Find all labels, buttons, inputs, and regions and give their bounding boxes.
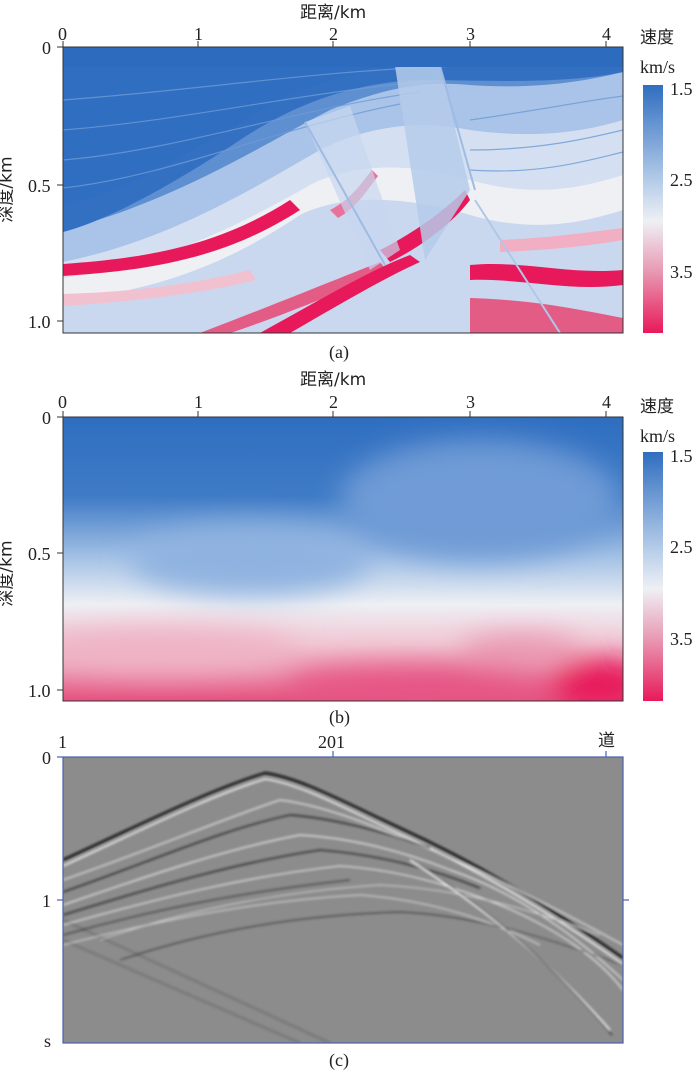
panel-a-caption: (a) bbox=[329, 342, 349, 362]
panel-b-y-tick-1: 0.5 bbox=[28, 544, 51, 564]
panel-c-seismic-gather bbox=[63, 757, 623, 1043]
panel-a-x-tick-3: 3 bbox=[466, 24, 475, 44]
panel-b-x-tick-4: 4 bbox=[602, 392, 611, 412]
panel-b-frame bbox=[62, 416, 624, 702]
panel-a-colorbar-unit: km/s bbox=[640, 57, 676, 77]
panel-a-colorbar-title: 速度 bbox=[640, 28, 674, 48]
panel-b-y-tick-2: 1.0 bbox=[28, 681, 51, 701]
panel-a-colorbar-tick-1: 2.5 bbox=[670, 170, 693, 190]
panel-a-x-tick-0: 0 bbox=[58, 24, 67, 44]
panel-a-x-axis-label: 距离/km bbox=[300, 3, 367, 23]
panel-b-x-axis-label: 距离/km bbox=[300, 370, 367, 390]
panel-b-colorbar-tick-2: 3.5 bbox=[670, 629, 693, 649]
panel-a-colorbar-tick-0: 1.5 bbox=[670, 79, 693, 99]
panel-b-smoothed-model bbox=[63, 417, 623, 701]
panel-a-colorbar-tick-2: 3.5 bbox=[670, 262, 693, 282]
panel-b-colorbar-tick-0: 1.5 bbox=[670, 446, 693, 466]
panel-a-velocity-model bbox=[63, 47, 623, 333]
panel-a-y-tick-1: 0.5 bbox=[28, 176, 51, 196]
panel-c-y-tick-1: 1 bbox=[42, 891, 51, 911]
panel-c-y-tick-0: 0 bbox=[42, 748, 51, 768]
panel-a-y-tick-0: 0 bbox=[42, 38, 51, 58]
panel-b-caption: (b) bbox=[329, 707, 350, 727]
panel-b-colorbar-title: 速度 bbox=[640, 397, 674, 417]
panel-c-x-tick-0: 1 bbox=[58, 732, 67, 752]
panel-b-colorbar bbox=[643, 452, 663, 701]
panel-b-x-tick-3: 3 bbox=[466, 392, 475, 412]
panel-a-x-tick-4: 4 bbox=[602, 24, 611, 44]
panel-a-y-tick-2: 1.0 bbox=[28, 312, 51, 332]
panel-a-x-tick-1: 1 bbox=[194, 24, 203, 44]
panel-c-caption: (c) bbox=[329, 1050, 349, 1070]
panel-b-y-tick-0: 0 bbox=[42, 408, 51, 428]
panel-c-ticks bbox=[57, 751, 629, 901]
panel-c-y-tick-2: s bbox=[44, 1031, 52, 1051]
panel-b-colorbar-unit: km/s bbox=[640, 426, 676, 446]
panel-a-colorbar bbox=[643, 85, 663, 333]
panel-c-x-tick-1: 201 bbox=[318, 732, 345, 752]
panel-a-y-axis-label: 深度/km bbox=[0, 156, 17, 223]
panel-b-x-tick-2: 2 bbox=[329, 392, 338, 412]
panel-b-y-axis-label: 深度/km bbox=[0, 540, 17, 607]
panel-a-x-tick-2: 2 bbox=[329, 24, 338, 44]
panel-b-x-tick-0: 0 bbox=[58, 392, 67, 412]
panel-b-colorbar-tick-1: 2.5 bbox=[670, 537, 693, 557]
panel-c-x-tick-2: 道 bbox=[598, 731, 615, 751]
panel-b-x-tick-1: 1 bbox=[194, 392, 203, 412]
panel-a-ticks bbox=[57, 41, 607, 322]
panel-a-frame bbox=[62, 46, 624, 334]
panel-b-ticks bbox=[57, 411, 607, 691]
